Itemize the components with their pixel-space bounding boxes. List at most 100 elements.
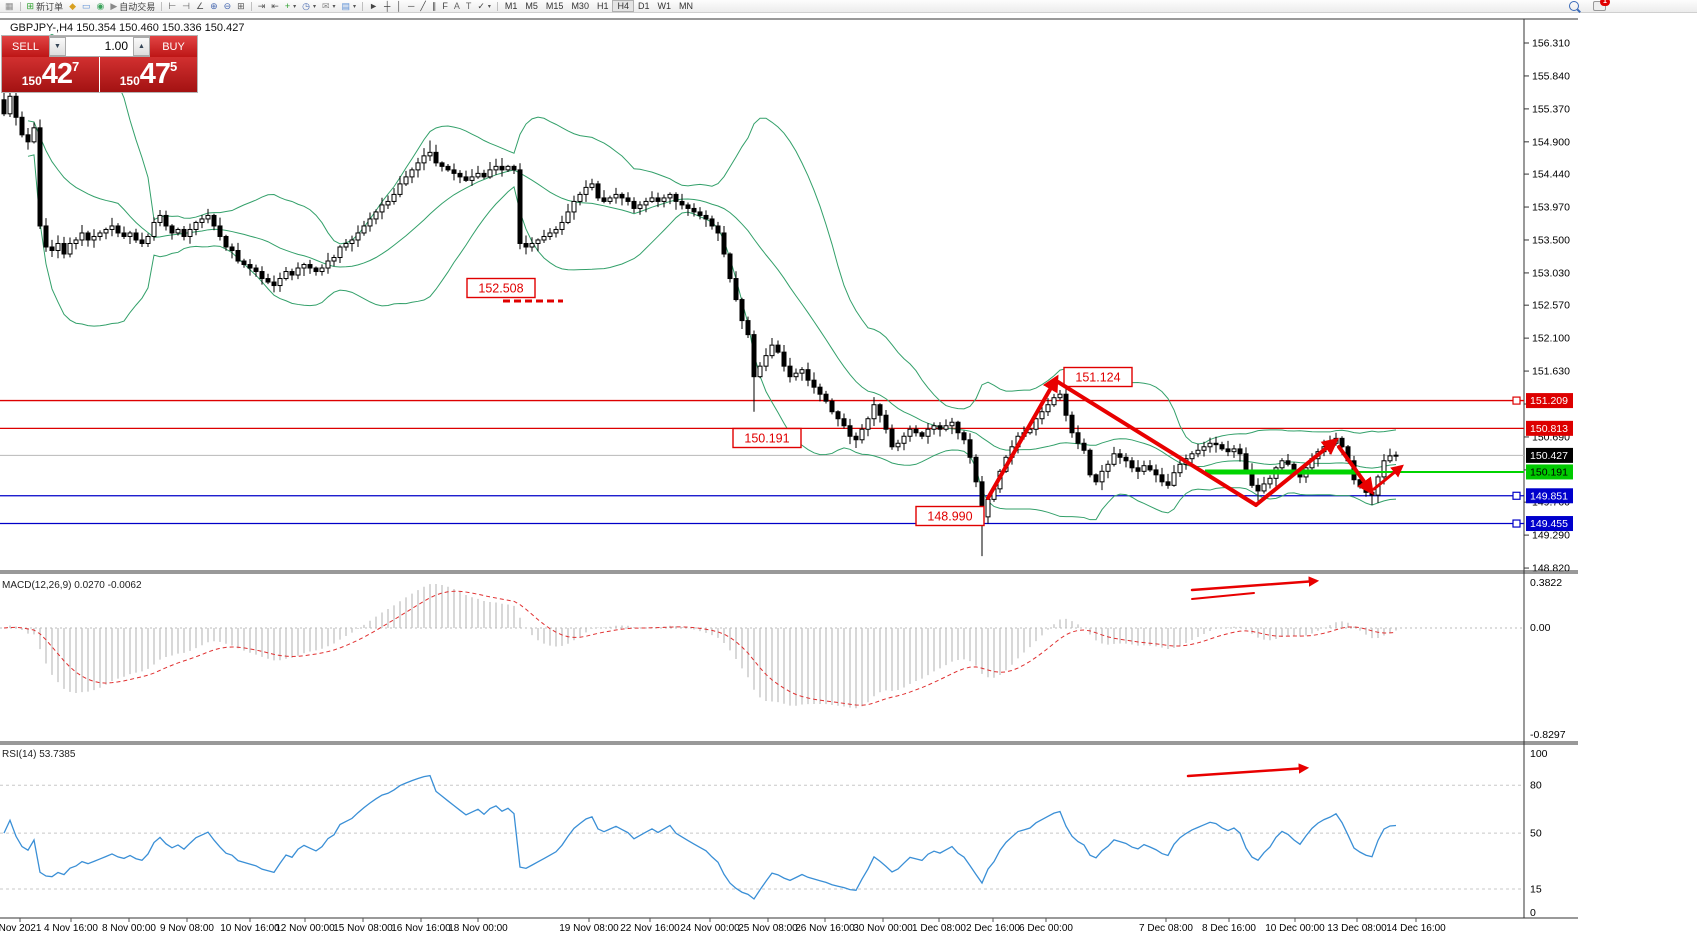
scroll-to-end-button[interactable]: ⇥ [255,0,269,12]
volume-down-button[interactable]: ▼ [49,37,66,56]
buy-button[interactable]: BUY [150,36,197,57]
bar-chart-icon[interactable]: ⊢ [165,0,179,12]
timeframe-d1[interactable]: D1 [637,1,650,11]
candle-body [841,418,847,427]
crosshair-button[interactable]: ┼ [381,0,393,12]
bid-price-box[interactable]: 150 42 7 [2,57,99,92]
candle-body [469,176,475,181]
rsi-level-label: 15 [1530,884,1542,896]
text-button[interactable]: A [451,0,463,12]
new-order-button[interactable]: ⊞ 新订单 [24,0,67,12]
candle-body [265,278,271,283]
candle-body [715,225,721,234]
annotation-text: 150.191 [744,432,789,446]
label-button[interactable]: T [463,0,475,12]
periods-button[interactable]: ◷ ▾ [299,0,319,12]
candle-body [481,172,487,178]
signal-icon-glyph-icon: ◉ [96,0,105,11]
gold-icon[interactable]: ◆ [66,0,79,12]
terminal-icon[interactable]: ▭ [79,0,94,12]
candle-body [289,271,295,276]
vertical-line-button[interactable]: │ [393,0,405,12]
signal-icon[interactable]: ◉ [94,0,108,12]
zoom-out-button[interactable]: ⊖ [221,0,235,12]
annotation-box [466,277,536,299]
chart-type-button[interactable]: ▤ ▾ [339,0,360,12]
chart-shift-button[interactable]: ⇤ [268,0,282,12]
line-chart-icon[interactable]: ∠ [193,0,207,12]
add-indicator-button-dropdown-icon[interactable]: ▾ [293,3,297,10]
horizontal-line-glyph-icon: ─ [408,1,415,11]
cursor-button[interactable]: ► [366,0,381,12]
ask-price-box[interactable]: 150 47 5 [100,57,197,92]
candle-body [109,225,115,230]
timeframe-mn[interactable]: MN [679,1,693,11]
candle-body [415,162,421,171]
label-glyph-icon: T [465,1,472,11]
shapes-button[interactable]: ✓ ▾ [474,0,494,12]
candle-body [343,242,349,248]
chart-type-button-dropdown-icon[interactable]: ▾ [353,3,357,10]
timeframe-m1[interactable]: M1 [504,1,518,11]
timeframe-m30[interactable]: M30 [571,1,589,11]
chat-button[interactable]: 1 [1590,0,1610,12]
rsi-panel: 80 50 15 100 0 RSI(14) 53.7385 [0,748,1548,919]
candle-body [829,400,835,413]
periods-button-dropdown-icon[interactable]: ▾ [312,3,316,10]
timeframe-m5[interactable]: M5 [525,1,538,11]
candle-body [259,271,265,280]
candle-body [751,334,757,378]
candle-body [745,320,751,336]
price-level-box-label: 149.851 [1530,490,1568,502]
zoom-in-button[interactable]: ⊕ [207,0,221,12]
candle-body [505,165,511,171]
candle-body [463,176,469,181]
candle-body [883,414,889,430]
horizontal-line-button[interactable]: ─ [405,0,417,12]
search-icon [1569,1,1579,11]
candle-chart-icon[interactable]: ⊣ [179,0,193,12]
candle-body [1105,463,1111,472]
chart-header-text: GBPJPY-,H4 150.354 150.460 150.336 150.4… [10,22,244,34]
candle-body [799,369,805,374]
candle-body [175,228,181,234]
autotrading-button[interactable]: ▶ 自动交易 [107,0,158,12]
macd-signal-line [3,590,1397,706]
tile-windows-glyph-icon: ⊞ [237,0,245,11]
annotation-box [732,427,802,449]
volume-value[interactable]: 1.00 [104,39,128,53]
candle-body [919,432,925,437]
candle-body [253,267,259,273]
tile-windows-button[interactable]: ⊞ [234,0,248,12]
candle-body [709,218,715,227]
timeframe-h1[interactable]: H1 [596,1,609,11]
candle-body [565,211,571,223]
time-tick-label: 25 Nov 08:00 [738,923,798,934]
time-tick-label: 15 Nov 08:00 [333,923,393,934]
fibonacci-glyph-icon: F [442,1,448,11]
timeframe-h4[interactable]: H4 [612,0,634,12]
channel-button[interactable]: ∥ [429,0,440,12]
trendline-button[interactable]: ╱ [417,0,428,12]
time-tick-label: 24 Nov 00:00 [680,923,740,934]
candle-body [367,218,373,227]
timeframe-m15[interactable]: M15 [545,1,564,11]
candle-body [697,211,703,216]
candle-body [1339,437,1345,448]
candle-body [319,267,325,273]
timeframe-w1[interactable]: W1 [657,1,672,11]
shapes-button-dropdown-icon[interactable]: ▾ [487,3,491,10]
candle-body [1255,484,1261,492]
chart-window-icon[interactable]: ▦ [2,0,17,12]
sell-button[interactable]: SELL [2,36,49,57]
search-button[interactable] [1566,0,1582,12]
templates-button-dropdown-icon[interactable]: ▾ [332,3,336,10]
volume-up-button[interactable]: ▲ [133,37,150,56]
candle-body [1063,393,1069,416]
templates-button[interactable]: ✉ ▾ [319,0,339,12]
add-indicator-button[interactable]: + ▾ [282,0,299,12]
candle-body [805,369,811,381]
fibonacci-button[interactable]: F [439,0,451,12]
add-indicator-glyph-icon: + [284,1,291,11]
